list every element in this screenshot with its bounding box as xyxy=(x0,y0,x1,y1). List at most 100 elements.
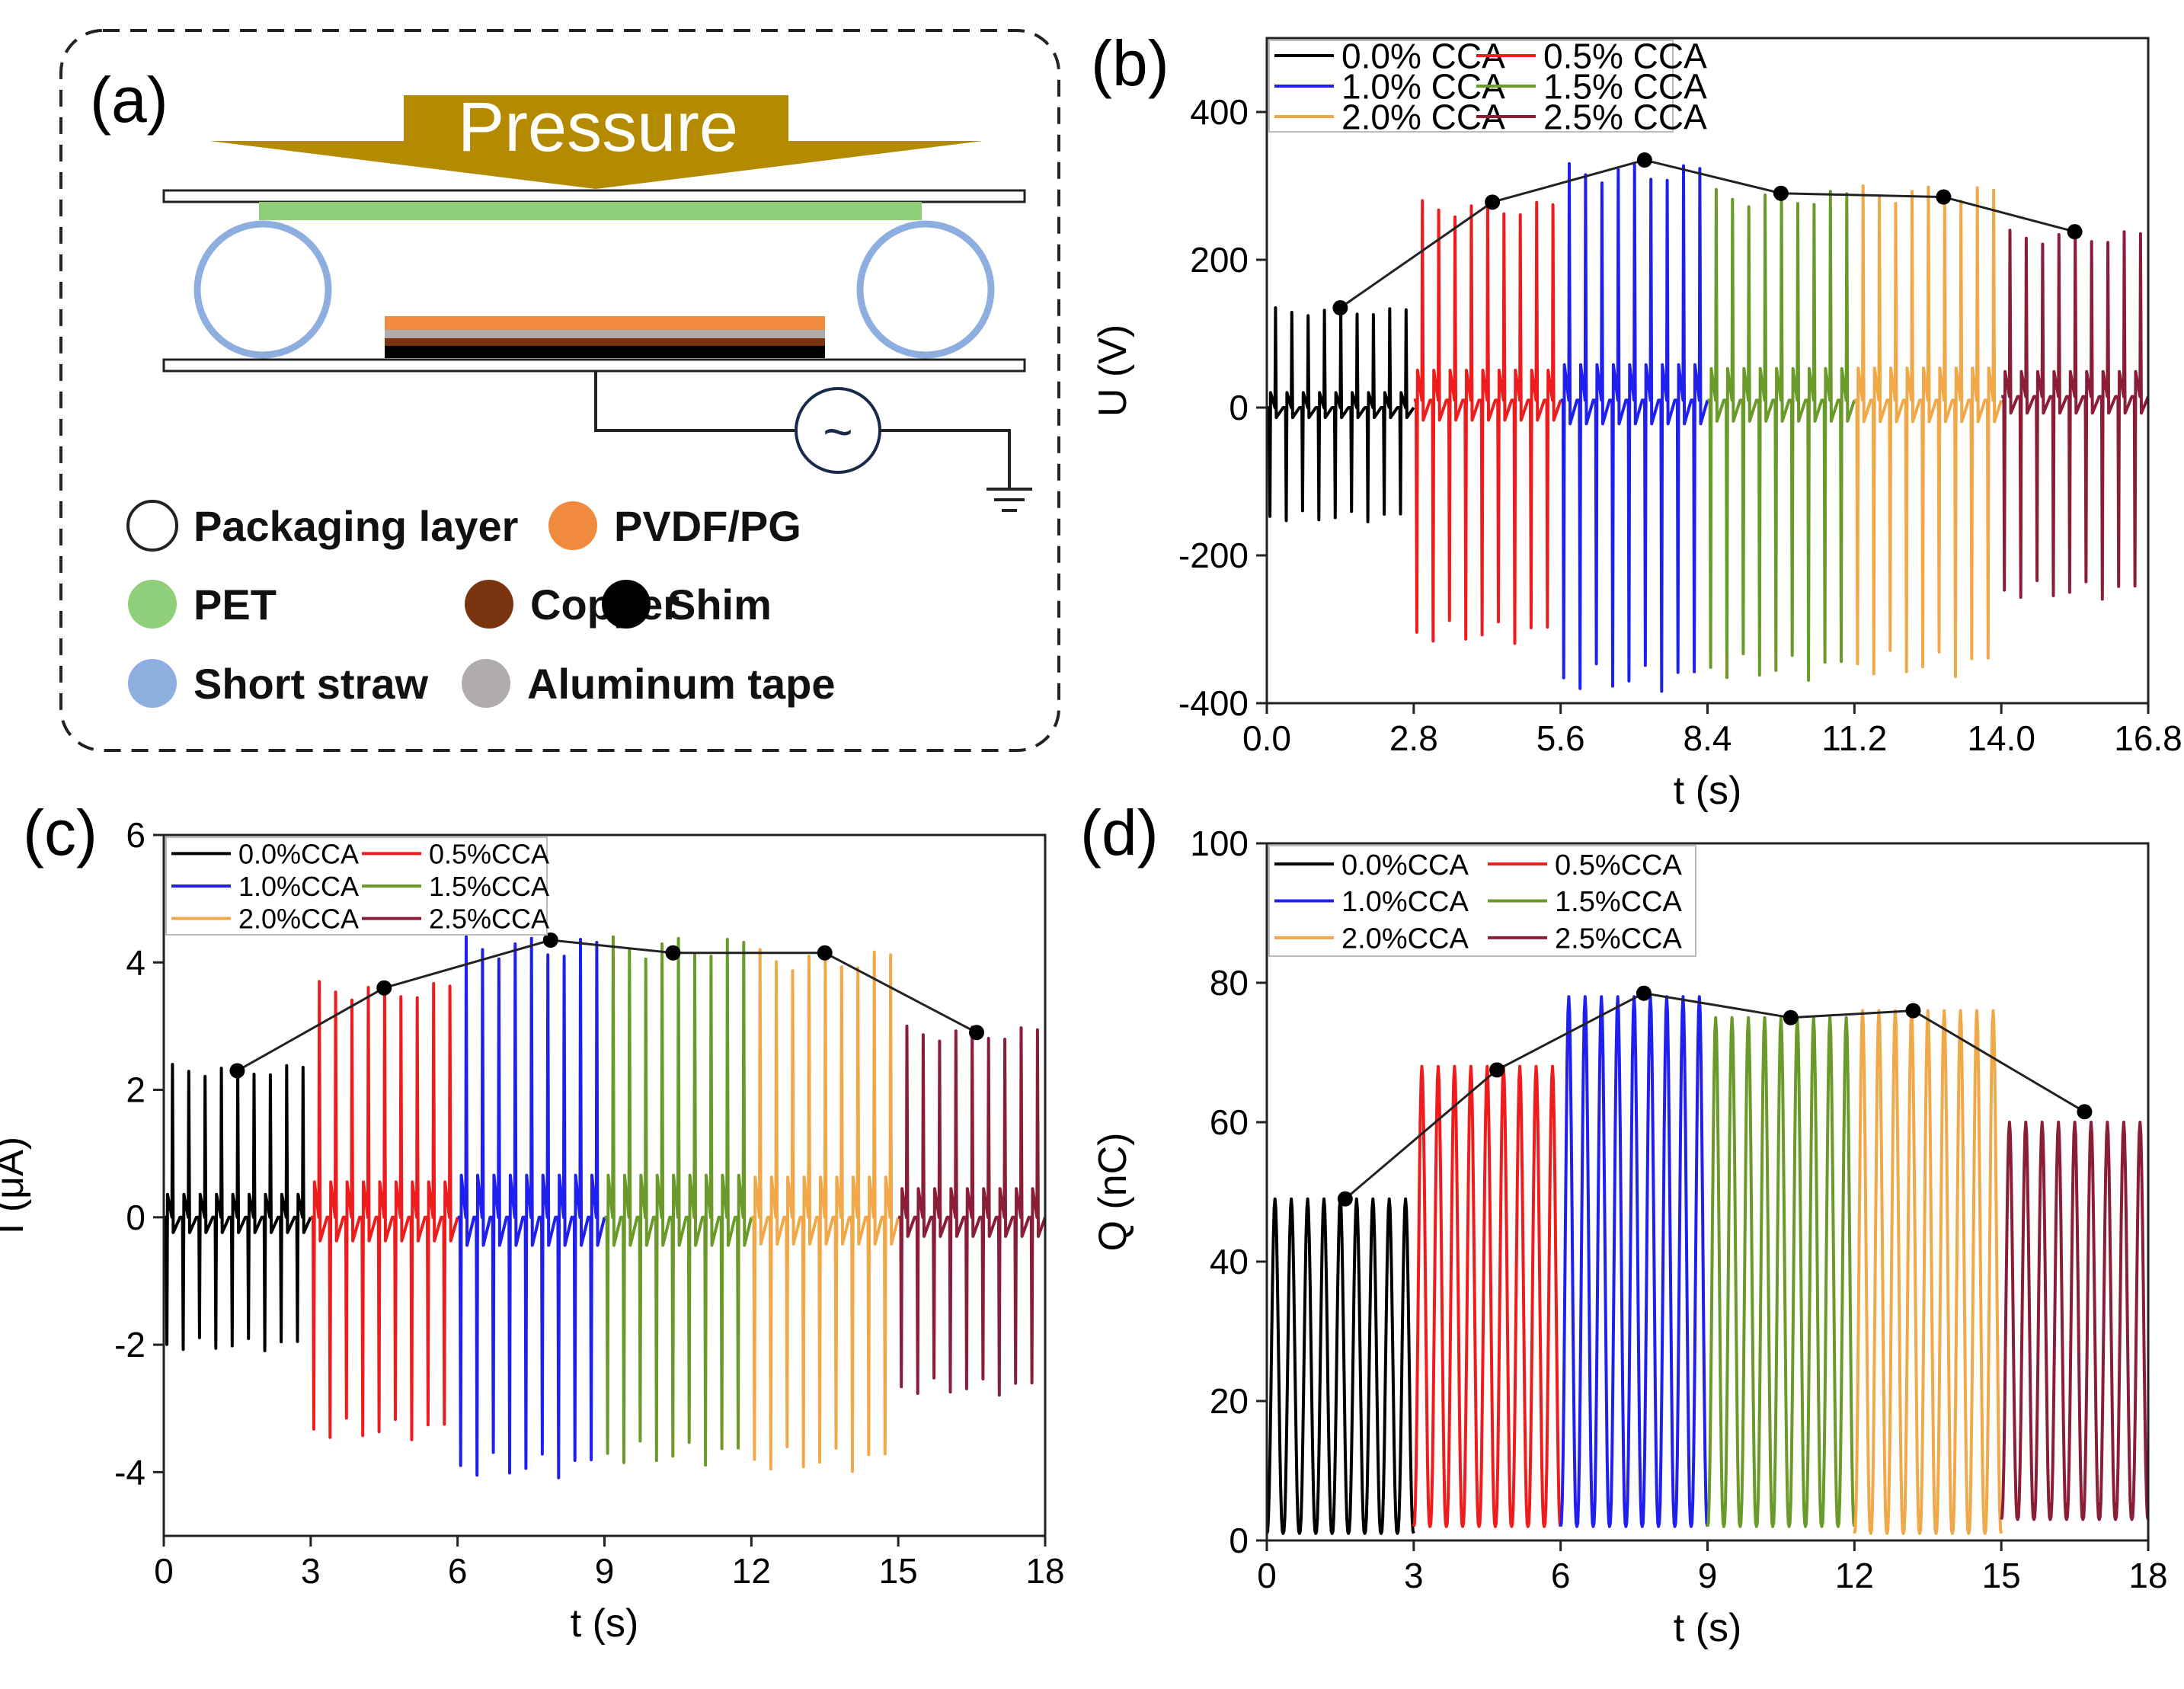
series-d-3 xyxy=(1706,1016,1856,1528)
trend-point-d-4 xyxy=(1905,1003,1921,1019)
legend-entry-d-3: 1.5%CCA xyxy=(1555,886,1682,918)
plot-frame-c xyxy=(162,833,1047,1537)
legend-swatch-1 xyxy=(548,501,597,550)
trend-line-b xyxy=(1339,158,2075,309)
chart-b: 0.0 2.8 5.6 8.4 11.2 14.0 16.8 -400 -200 0 200 400 t… xyxy=(1091,37,2182,813)
trend-point-b-1 xyxy=(1485,194,1501,210)
legend-c: 0.0%CCA 0.5%CCA 1.0%CCA 1.5%CCA 2.0%CCA 2.5%C… xyxy=(165,837,549,936)
series-b-0 xyxy=(1267,306,1415,523)
x-axis-label-b: t (s) xyxy=(1674,769,1742,813)
ac-source-symbol: ~ xyxy=(823,403,853,461)
short-straw-right xyxy=(856,220,995,359)
series-d-2 xyxy=(1559,995,1709,1528)
x-tick-label-c-5: 15 xyxy=(879,1551,918,1591)
series-c-3 xyxy=(604,935,753,1467)
x-tick-label-d-6: 18 xyxy=(2128,1556,2167,1595)
y-tick-label-b-1: -200 xyxy=(1178,536,1249,575)
y-tick-label-d-1: 20 xyxy=(1210,1381,1249,1421)
series-c-4 xyxy=(751,948,900,1473)
trend-point-c-4 xyxy=(817,945,833,961)
x-tick-label-b-2: 5.6 xyxy=(1536,718,1585,758)
aluminum-tape-layer xyxy=(385,330,825,338)
legend-label-1: PVDF/PG xyxy=(614,502,801,550)
x-tick-label-c-0: 0 xyxy=(154,1551,174,1591)
x-tick-label-b-1: 2.8 xyxy=(1389,718,1438,758)
x-tick-label-c-2: 6 xyxy=(448,1551,468,1591)
y-tick-label-b-0: -400 xyxy=(1178,683,1249,723)
series-c-0 xyxy=(164,1063,312,1352)
legend-swatch-5 xyxy=(128,659,177,708)
legend-label-4: Shim xyxy=(667,581,772,629)
y-tick-label-d-2: 40 xyxy=(1210,1242,1249,1281)
y-tick-label-d-0: 0 xyxy=(1229,1521,1249,1560)
panel-b-label: (b) xyxy=(1091,27,1169,99)
pressure-label: Pressure xyxy=(458,88,738,166)
legend-label-6: Aluminum tape xyxy=(527,660,835,708)
x-axis-label-d: t (s) xyxy=(1674,1606,1742,1650)
x-tick-label-c-1: 3 xyxy=(301,1551,321,1591)
legend-swatch-2 xyxy=(128,580,177,629)
trend-point-d-5 xyxy=(2077,1104,2093,1120)
signal-traces xyxy=(1267,995,2148,1535)
series-b-4 xyxy=(1854,184,2003,679)
y-tick-label-b-2: 0 xyxy=(1229,388,1249,427)
y-tick-label-c-3: 2 xyxy=(126,1070,145,1110)
series-c-1 xyxy=(310,980,459,1441)
series-d-4 xyxy=(1853,1009,2003,1535)
x-tick-label-b-3: 8.4 xyxy=(1684,718,1732,758)
ground-icon xyxy=(986,488,1032,512)
legend-entry-d-2: 1.0%CCA xyxy=(1341,886,1469,918)
trend-point-c-1 xyxy=(376,980,392,996)
legend-swatch-0 xyxy=(126,500,178,552)
y-tick-label-d-3: 60 xyxy=(1210,1102,1249,1142)
legend-entry-b-1: 0.5% CCA xyxy=(1543,37,1707,76)
x-tick-label-d-5: 15 xyxy=(1982,1556,2021,1595)
panel-c: (c) 0 3 6 9 12 15 18 -4 -2 0 2 4 6 t (s) I (μA) 0.0%CCA… xyxy=(0,797,1065,1646)
legend-entry-d-1: 0.5%CCA xyxy=(1555,849,1682,881)
y-tick-label-c-4: 4 xyxy=(126,942,145,982)
shim-layer xyxy=(385,346,825,358)
pressure-arrow xyxy=(209,95,983,189)
series-d-1 xyxy=(1412,1064,1562,1528)
panel-d: (d) 0 3 6 9 12 15 18 0 20 40 60 80 100 t (s) Q (nC) 0.0… xyxy=(1080,797,2168,1650)
series-d-5 xyxy=(2000,1121,2148,1521)
legend-entry-c-4: 2.0%CCA xyxy=(238,904,359,935)
panel-c-label: (c) xyxy=(23,797,98,868)
panel-a-legend: Packaging layerPVDF/PGPETCopperShimShort… xyxy=(126,500,835,708)
series-b-1 xyxy=(1413,199,1562,645)
y-tick-label-b-4: 400 xyxy=(1190,92,1249,132)
series-c-5 xyxy=(898,1024,1045,1397)
trend-point-c-3 xyxy=(665,945,681,961)
chart-c: 0 3 6 9 12 15 18 -4 -2 0 2 4 6 t (s) I (μA) 0.0%CCA 0.5%… xyxy=(0,815,1065,1646)
legend-entry-b-5: 2.5% CCA xyxy=(1543,98,1707,137)
chart-d: 0 3 6 9 12 15 18 0 20 40 60 80 100 t (s) Q (nC) 0.0%CCA… xyxy=(1091,824,2168,1650)
circuit-wire xyxy=(594,371,796,432)
legend-label-2: PET xyxy=(193,581,277,629)
legend-entry-c-2: 1.0%CCA xyxy=(238,871,359,902)
trend-point-d-1 xyxy=(1489,1062,1505,1078)
legend-entry-d-0: 0.0%CCA xyxy=(1341,849,1469,881)
trend-point-b-0 xyxy=(1332,300,1348,316)
short-straw-left xyxy=(193,220,332,359)
legend-entry-d-5: 2.5%CCA xyxy=(1555,923,1682,955)
trend-point-b-2 xyxy=(1636,152,1652,168)
x-tick-label-b-6: 16.8 xyxy=(2114,718,2182,758)
y-axis-label-d: Q (nC) xyxy=(1091,1133,1135,1252)
panel-b: (b) 0.0 2.8 5.6 8.4 11.2 14.0 16.8 -400 -200 0 200… xyxy=(1091,27,2182,813)
ground-wire xyxy=(880,429,1011,488)
trend-point-d-0 xyxy=(1337,1191,1353,1207)
trend-point-c-5 xyxy=(969,1025,985,1041)
x-tick-label-b-4: 11.2 xyxy=(1821,718,1887,758)
series-c-2 xyxy=(457,935,606,1479)
y-axis-label-b: U (V) xyxy=(1091,325,1135,417)
x-tick-label-b-0: 0.0 xyxy=(1242,718,1291,758)
y-axis-label-c: I (μA) xyxy=(0,1137,32,1234)
pet-layer xyxy=(259,202,922,220)
trend-point-d-2 xyxy=(1636,985,1652,1001)
y-tick-label-c-0: -4 xyxy=(114,1452,145,1492)
x-tick-label-c-3: 9 xyxy=(595,1551,615,1591)
trend-point-c-2 xyxy=(542,932,558,948)
legend-d: 0.0%CCA 0.5%CCA 1.0%CCA 1.5%CCA 2.0%CCA 2.5%C… xyxy=(1268,845,1696,957)
panel-a-label: (a) xyxy=(90,64,168,136)
